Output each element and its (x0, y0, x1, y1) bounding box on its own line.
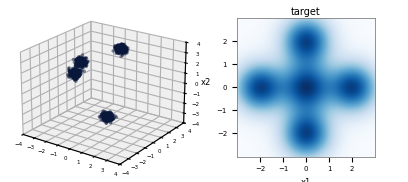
X-axis label: x1: x1 (301, 178, 311, 182)
Y-axis label: x2: x2 (200, 78, 211, 87)
Title: target: target (291, 7, 321, 17)
